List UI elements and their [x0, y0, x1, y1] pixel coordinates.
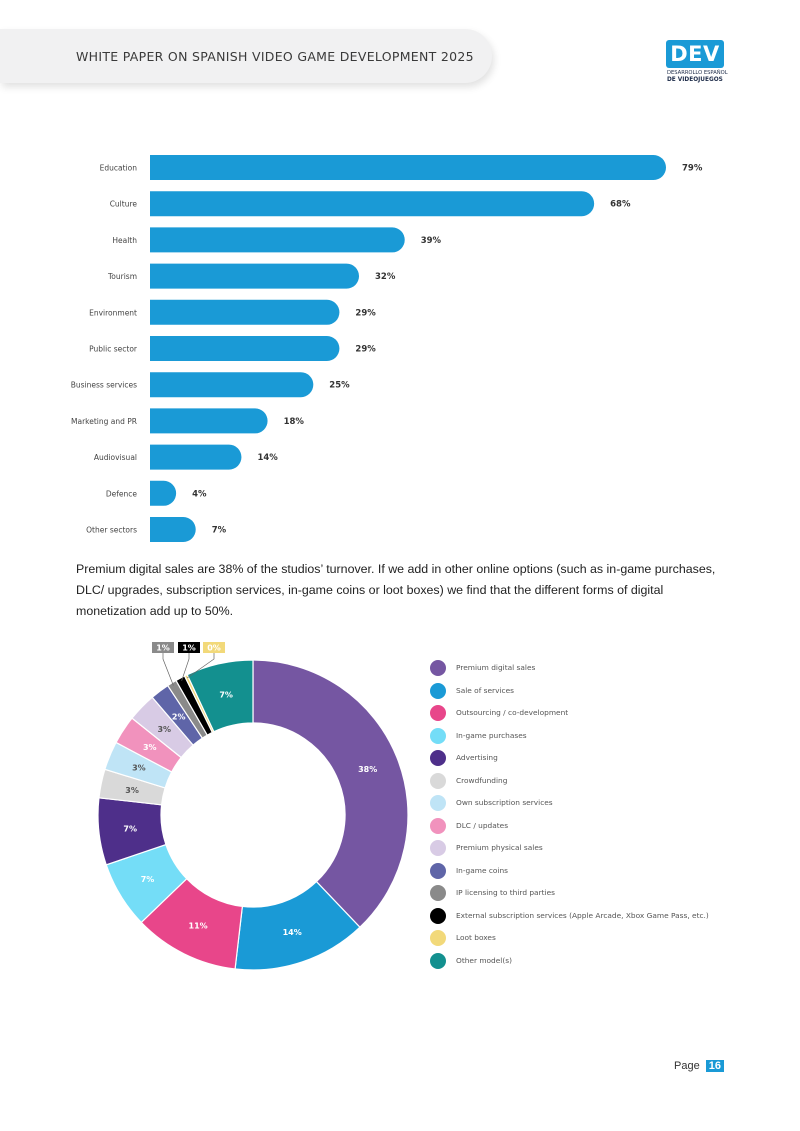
bar-value-label: 29%: [355, 345, 376, 355]
legend-label: Premium digital sales: [456, 663, 536, 672]
legend-label: Outsourcing / co-development: [456, 708, 569, 717]
legend-label: In-game coins: [456, 865, 509, 875]
bar-category-label: Education: [100, 164, 138, 173]
slice-value-label: 7%: [219, 690, 233, 699]
legend-swatch: [430, 817, 446, 834]
slice-value-label: 14%: [283, 928, 302, 937]
bar-category-label: Marketing and PR: [71, 417, 137, 426]
legend-label: Loot boxes: [456, 933, 496, 942]
document-title: WHITE PAPER ON SPANISH VIDEO GAME DEVELO…: [76, 49, 474, 64]
slice-value-label: 3%: [143, 743, 157, 752]
legend-label: In-game purchases: [456, 730, 527, 740]
header-tab: [0, 29, 492, 83]
bar-value-label: 29%: [355, 308, 376, 318]
bar-value-label: 14%: [257, 453, 278, 463]
slice-value-label: 11%: [189, 922, 208, 931]
page-number: 16: [705, 1060, 725, 1072]
slice-value-label: 3%: [125, 786, 139, 795]
slice-value-label: 3%: [132, 764, 146, 773]
legend-swatch: [430, 660, 446, 676]
callout-line: [186, 653, 215, 679]
legend-swatch: [430, 952, 446, 969]
bar-9: [150, 480, 177, 506]
legend-swatch: [430, 885, 446, 901]
legend-swatch: [430, 840, 446, 856]
callout-value-label: 1%: [156, 644, 170, 653]
bar-value-label: 18%: [284, 417, 305, 427]
callout-box: [203, 642, 225, 653]
bar-1: [150, 191, 595, 217]
slice-value-label: 7%: [123, 824, 137, 833]
bar-2: [150, 227, 405, 253]
bar-0: [150, 155, 666, 180]
donut-slice-13: [186, 659, 254, 733]
bar-10: [150, 517, 196, 542]
bar-5: [150, 336, 340, 361]
legend-label: External subscription services (Apple Ar…: [456, 910, 709, 920]
legend-swatch: [430, 772, 446, 789]
logo-subtitle-1: DESARROLLO ESPAÑOL: [667, 70, 728, 76]
bar-8: [150, 444, 242, 470]
bar-value-label: 4%: [192, 489, 207, 499]
bar-value-label: 32%: [375, 272, 396, 282]
legend-label: Advertising: [456, 753, 498, 762]
bar-value-label: 39%: [421, 236, 442, 246]
bar-category-label: Culture: [110, 200, 138, 209]
legend-swatch: [430, 750, 446, 766]
bar-6: [150, 372, 314, 398]
callout-line: [181, 653, 190, 681]
legend-swatch: [430, 795, 446, 811]
bar-3: [150, 263, 360, 289]
bar-value-label: 25%: [329, 381, 350, 391]
bar-category-label: Other sectors: [86, 526, 137, 535]
slice-value-label: 3%: [157, 725, 171, 734]
legend-label: Own subscription services: [456, 798, 553, 807]
bar-category-label: Public sector: [89, 345, 138, 354]
bar-category-label: Defence: [106, 489, 138, 498]
bar-value-label: 7%: [212, 526, 227, 536]
sector-bar-chart: Education 79% Culture 68% Health 39% Tourism 32…: [71, 155, 703, 542]
bar-category-label: Health: [112, 236, 137, 245]
bar-value-label: 79%: [682, 164, 703, 174]
body-paragraph: Premium digital sales are 38% of the stu…: [76, 562, 716, 618]
legend-swatch: [430, 682, 446, 699]
legend-label: Other model(s): [456, 955, 512, 965]
slice-value-label: 7%: [141, 875, 155, 884]
callout-value-label: 1%: [182, 644, 196, 653]
bar-7: [150, 408, 268, 434]
bar-category-label: Audiovisual: [94, 453, 137, 462]
bar-category-label: Business services: [71, 381, 137, 390]
logo-subtitle-2: DE VIDEOJUEGOS: [667, 77, 723, 83]
callout-line: [162, 653, 174, 686]
legend-label: IP licensing to third parties: [456, 888, 555, 897]
bar-category-label: Environment: [89, 308, 137, 317]
slice-value-label: 2%: [172, 712, 186, 721]
bar-4: [150, 299, 340, 325]
donut-slice-0: [252, 659, 409, 929]
callout-box: [152, 642, 174, 653]
legend-swatch: [430, 727, 446, 744]
dev-logo: DEV DESARROLLO ESPAÑOL DE VIDEOJUEGOS: [666, 40, 728, 86]
callout-box: [178, 642, 200, 653]
legend-swatch: [430, 907, 446, 924]
legend-label: DLC / updates: [456, 820, 509, 830]
legend-swatch: [430, 930, 446, 946]
legend-swatch: [430, 862, 446, 879]
bar-value-label: 68%: [610, 200, 631, 210]
legend-swatch: [430, 705, 446, 721]
legend-label: Crowdfunding: [456, 775, 508, 785]
legend-label: Premium physical sales: [456, 843, 543, 852]
page-label: Page: [674, 1060, 700, 1072]
page-footer: Page 16: [674, 1060, 725, 1072]
bar-category-label: Tourism: [107, 272, 137, 281]
logo-mark: DEV: [666, 40, 724, 68]
legend-label: Sale of services: [456, 685, 514, 695]
monetization-donut-chart: 38%14%11%7%7%3%3%3%3%2%7%1% 1% 0%: [97, 642, 409, 971]
slice-value-label: 38%: [358, 765, 377, 774]
callout-value-label: 0%: [207, 644, 221, 653]
